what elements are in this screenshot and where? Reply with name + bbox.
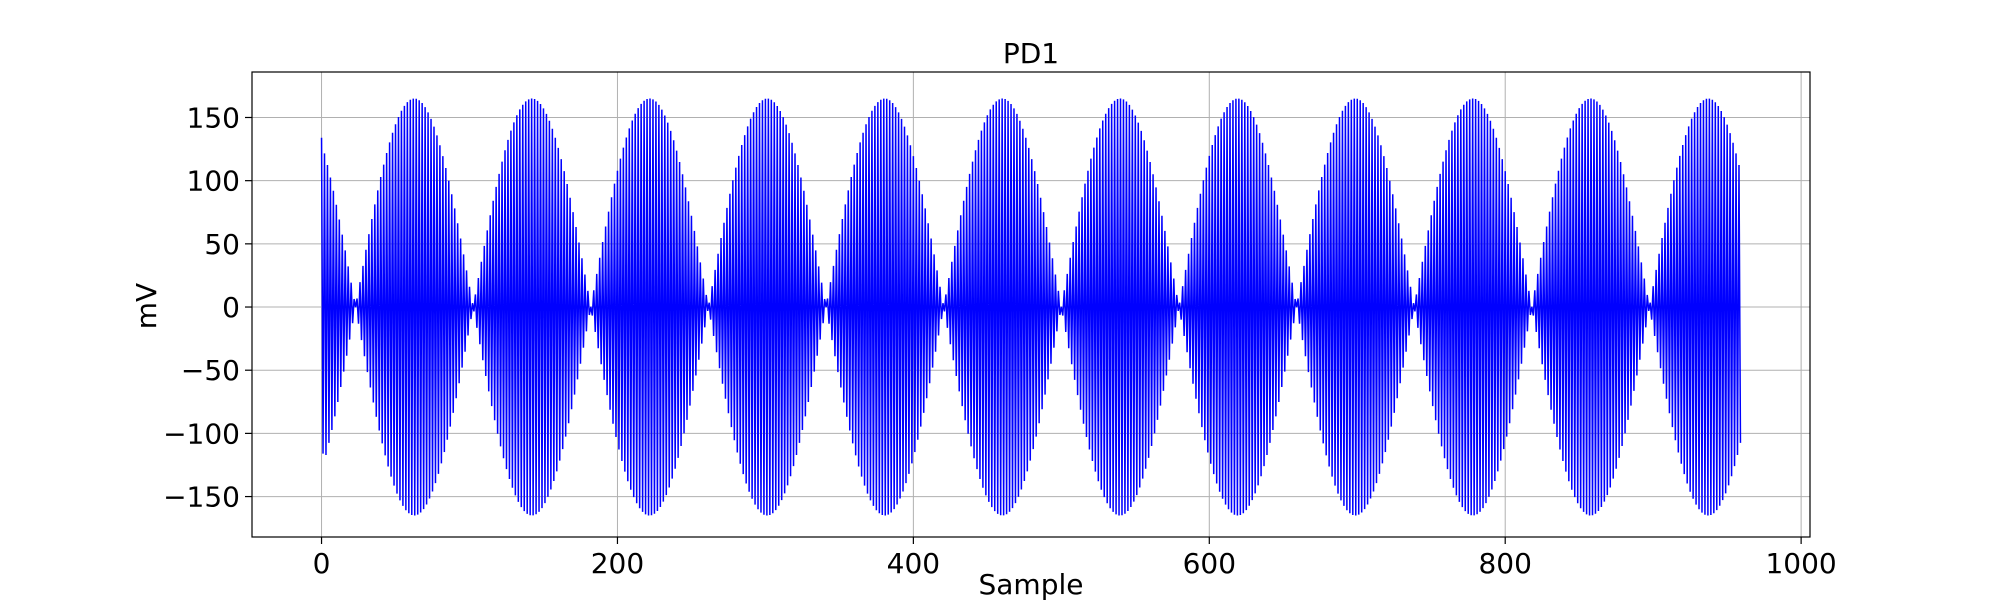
y-tick-label-4: 50 bbox=[204, 228, 240, 261]
chart-title: PD1 bbox=[1003, 37, 1059, 70]
x-axis-ticks: 0 200 400 600 800 1000 bbox=[313, 537, 1837, 580]
y-tick-label-5: 100 bbox=[187, 165, 240, 198]
x-tick-label-4: 800 bbox=[1478, 547, 1531, 580]
series-layer bbox=[320, 98, 1742, 516]
y-tick-label-1: −100 bbox=[163, 417, 240, 450]
y-tick-label-2: −50 bbox=[181, 354, 240, 387]
x-tick-label-2: 400 bbox=[887, 547, 940, 580]
y-tick-label-0: −150 bbox=[163, 481, 240, 514]
y-tick-label-3: 0 bbox=[222, 291, 240, 324]
y-tick-label-6: 150 bbox=[187, 101, 240, 134]
x-axis-label: Sample bbox=[979, 568, 1084, 600]
x-tick-label-5: 1000 bbox=[1765, 547, 1836, 580]
y-axis-label: mV bbox=[130, 283, 163, 329]
x-tick-label-1: 200 bbox=[591, 547, 644, 580]
x-tick-label-3: 600 bbox=[1183, 547, 1236, 580]
axes-frame bbox=[251, 71, 1811, 538]
y-axis-ticks: −150 −100 −50 0 50 100 150 bbox=[163, 101, 252, 514]
series-line-pd1 bbox=[320, 98, 1742, 516]
x-tick-label-0: 0 bbox=[313, 547, 331, 580]
